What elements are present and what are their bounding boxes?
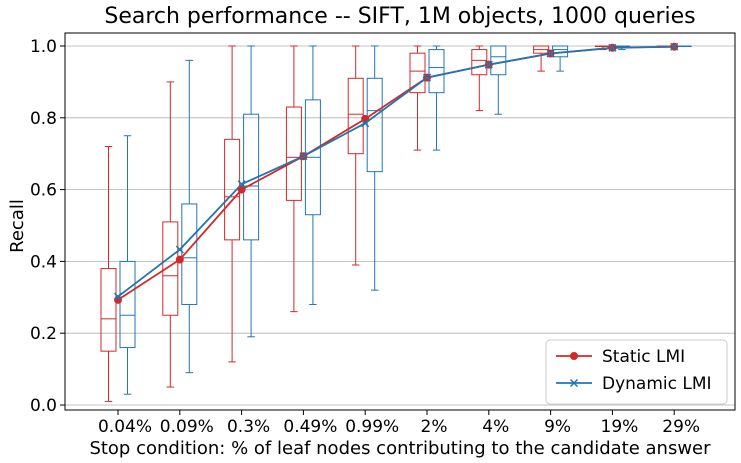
x-tick-label: 0.99% [345,417,399,437]
marker-stroke [361,119,370,128]
box-dynamic [428,45,445,151]
box-iqr [285,106,302,201]
box-static [224,45,241,363]
box-iqr [100,268,117,352]
y-tick-label: 0.8 [30,109,57,129]
y-tick-label: 1.0 [30,37,57,57]
box-iqr [428,49,445,94]
box-static [100,146,117,402]
mean-point-dynamic [484,60,493,69]
marker-stroke [484,60,493,69]
mean-point-dynamic [670,42,679,51]
marker-stroke [608,43,617,52]
box-iqr [366,77,383,173]
chart-title: Search performance -- SIFT, 1M objects, … [104,4,695,29]
mean-point-static [361,114,370,123]
legend-label: Static LMI [602,347,685,367]
mean-point-dynamic [422,73,432,82]
marker-stroke [113,292,123,301]
axes-layer: 0.0 0.2 0.4 0.6 0.8 1.0 0.04% 0.09% 0.3% 0.49% 0.9… [30,32,736,437]
box-static [471,45,488,112]
mean-line-static [117,45,675,301]
x-tick-label: 19% [601,417,639,437]
box-static [162,81,179,388]
legend: Static LMI Dynamic LMI [545,339,728,405]
marker-stroke [670,42,679,51]
mean-point-dynamic [608,43,617,52]
box-dynamic [675,45,692,47]
x-tick-label: 0.09% [160,417,214,437]
y-tick-label: 0.4 [30,252,57,272]
mean-point-static [175,255,184,264]
box-dynamic [304,45,321,305]
box-static [533,45,550,72]
mean-point-static [237,185,246,194]
mean-point-dynamic [237,180,246,189]
legend-marker-x [569,378,579,388]
box-dynamic [552,45,569,72]
x-tick-label: 29% [662,417,700,437]
y-tick-label: 0.6 [30,181,57,201]
x-tick-label: 4% [482,417,509,437]
x-tick-label: 2% [421,417,448,437]
marker-stroke [422,73,432,82]
box-iqr [181,203,198,305]
box-static [285,45,302,313]
x-tick-label: 0.3% [227,417,270,437]
box-iqr [119,260,136,349]
box-iqr [162,221,179,316]
y-tick-label: 0.0 [30,396,57,416]
box-dynamic [119,135,136,395]
box-iqr [347,77,364,155]
marker-stroke [546,49,555,58]
box-iqr [490,45,507,76]
box-static [347,45,364,266]
y-axis-label: Recall [7,199,28,253]
x-tick-label: 0.49% [283,417,337,437]
marker-stroke [237,180,246,189]
x-axis-label: Stop condition: % of leaf nodes contribu… [89,438,711,459]
box-dynamic [181,59,198,374]
plot-frame [64,32,736,411]
legend-marker-circle [570,352,578,360]
marker-stroke [299,152,308,161]
x-tick-label: 9% [544,417,571,437]
mean-point-dynamic [361,119,370,128]
box-iqr [409,52,426,94]
marker-stroke [569,378,579,388]
mean-point-dynamic [546,49,555,58]
box-dynamic [366,45,383,291]
box-static [409,45,426,151]
y-tick-label: 0.2 [30,324,57,344]
mean-point-dynamic [113,292,123,301]
legend-label: Dynamic LMI [602,374,712,394]
plot-layer [100,42,692,402]
box-dynamic [243,45,260,338]
marker-stroke [175,245,184,254]
box-iqr [471,49,488,76]
mean-point-dynamic [299,152,308,161]
box-dynamic [490,45,507,115]
mean-line-dynamic [117,45,675,298]
x-tick-label: 0.04% [98,417,152,437]
mean-point-dynamic [175,245,184,254]
